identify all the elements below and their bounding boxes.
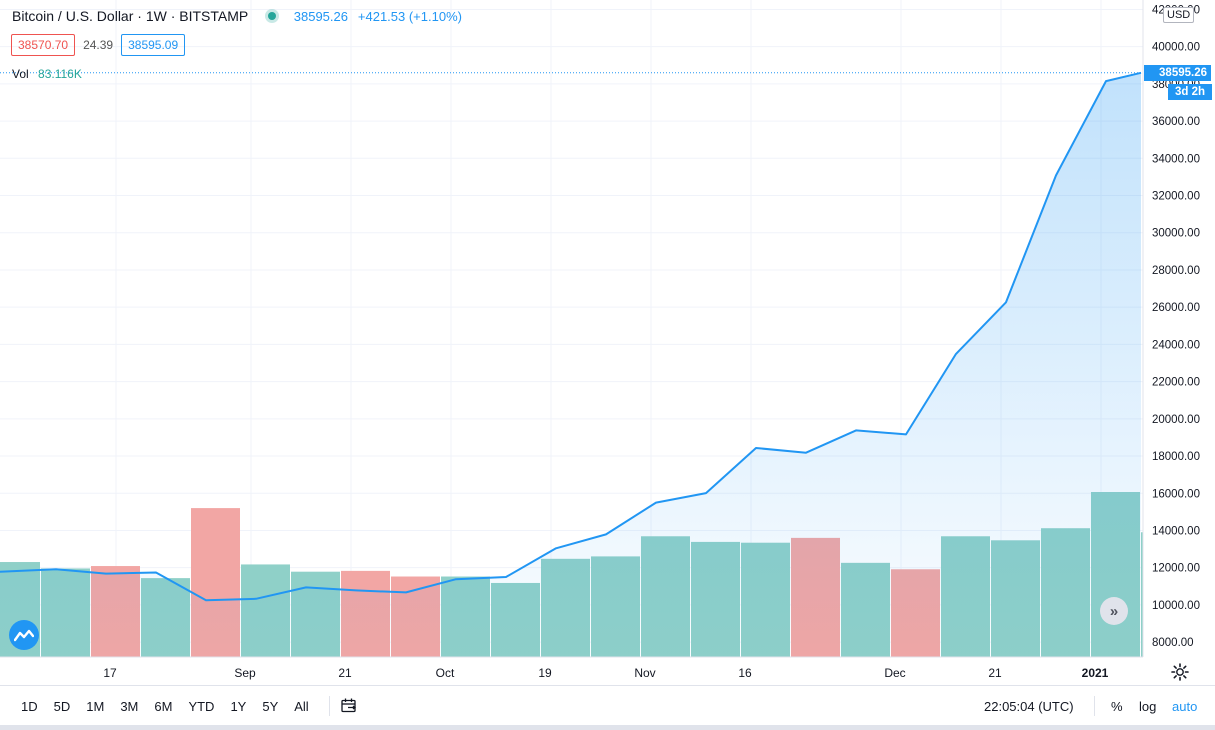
price-tick-label: 22000.00 — [1152, 377, 1200, 389]
price-tick-label: 8000.00 — [1152, 637, 1194, 649]
time-tick-label: 21 — [338, 666, 352, 680]
volume-legend: Vol 83.116K — [12, 67, 82, 81]
price-tick-label: 28000.00 — [1152, 265, 1200, 277]
range-all[interactable]: All — [294, 698, 309, 714]
price-line — [0, 71, 1142, 602]
price-tick-label: 24000.00 — [1152, 339, 1200, 351]
time-tick-label: Oct — [436, 666, 455, 680]
symbol-title[interactable]: Bitcoin / U.S. Dollar · 1W · BITSTAMP — [12, 8, 248, 24]
bottom-toolbar: 1D 5D 1M 3M 6M YTD 1Y 5Y All 22:05:04 (U… — [0, 685, 1215, 726]
percent-scale-toggle[interactable]: % — [1111, 698, 1123, 714]
range-5y[interactable]: 5Y — [262, 698, 279, 714]
range-ytd[interactable]: YTD — [188, 698, 215, 714]
price-tick-label: 32000.00 — [1152, 191, 1200, 203]
bar-countdown-tag: 3d 2h — [1168, 83, 1212, 100]
last-price-tag: 38595.26 — [1144, 64, 1211, 81]
time-tick-label: 17 — [103, 666, 117, 680]
price-tick-label: 20000.00 — [1152, 414, 1200, 426]
log-scale-toggle[interactable]: log — [1139, 698, 1157, 714]
price-area — [0, 72, 1141, 658]
utc-clock[interactable]: 22:05:04 (UTC) — [984, 698, 1074, 714]
price-tick-label: 10000.00 — [1152, 600, 1200, 612]
range-6m[interactable]: 6M — [154, 698, 173, 714]
price-tick-label: 18000.00 — [1152, 451, 1200, 463]
legend-price: 38595.26 — [293, 9, 348, 24]
range-1d[interactable]: 1D — [21, 698, 38, 714]
time-tick-label: Sep — [234, 666, 256, 680]
auto-scale-toggle[interactable]: auto — [1172, 698, 1198, 714]
price-tick-label: 14000.00 — [1152, 525, 1200, 537]
scroll-to-realtime-icon[interactable]: » — [1100, 597, 1128, 625]
gear-icon[interactable] — [1170, 662, 1190, 682]
market-status-dot-icon — [267, 12, 276, 20]
tradingview-logo-icon[interactable] — [9, 620, 39, 650]
bottom-border — [0, 725, 1215, 730]
range-1m[interactable]: 1M — [86, 698, 105, 714]
spread-value: 24.39 — [83, 38, 114, 52]
price-chart[interactable]: 8000.00 10000.00 12000.00 14000.00 16000.00 1… — [0, 0, 1215, 685]
ask-price[interactable]: 38595.09 — [121, 34, 186, 56]
range-3m[interactable]: 3M — [120, 698, 139, 714]
time-tick-label: 21 — [988, 666, 1002, 680]
toolbar-divider — [328, 696, 330, 716]
range-5d[interactable]: 5D — [53, 698, 71, 714]
time-axis[interactable]: 17 Sep 21 Oct 19 Nov 16 Dec 21 2021 — [0, 656, 1143, 680]
bid-ask-row: 38570.70 24.39 38595.09 — [11, 34, 186, 56]
price-area-fill — [0, 72, 1141, 658]
price-tick-label: 26000.00 — [1152, 302, 1200, 314]
volume-value: 83.116K — [38, 67, 82, 81]
price-tick-label: 16000.00 — [1152, 488, 1200, 500]
price-tick-label: 34000.00 — [1152, 153, 1200, 165]
time-tick-label: 2021 — [1082, 666, 1109, 680]
legend-change: +421.53 (+1.10%) — [357, 9, 462, 24]
time-tick-label: Dec — [884, 666, 905, 680]
volume-bar — [1141, 532, 1143, 657]
symbol-legend: Bitcoin / U.S. Dollar · 1W · BITSTAMP 38… — [12, 8, 462, 24]
price-tick-label: 12000.00 — [1152, 563, 1200, 575]
bid-price[interactable]: 38570.70 — [11, 34, 76, 56]
grid — [0, 0, 1143, 657]
price-tick-label: 30000.00 — [1152, 228, 1200, 240]
price-tick-label: 36000.00 — [1152, 116, 1200, 128]
time-tick-label: Nov — [634, 666, 655, 680]
volume-label: Vol — [12, 67, 29, 81]
price-tick-label: 40000.00 — [1152, 42, 1200, 54]
range-1y[interactable]: 1Y — [230, 698, 247, 714]
calendar-range-icon[interactable] — [340, 697, 358, 715]
currency-badge[interactable]: USD — [1163, 7, 1195, 23]
toolbar-divider — [1094, 696, 1095, 716]
time-tick-label: 19 — [538, 666, 552, 680]
time-tick-label: 16 — [738, 666, 752, 680]
